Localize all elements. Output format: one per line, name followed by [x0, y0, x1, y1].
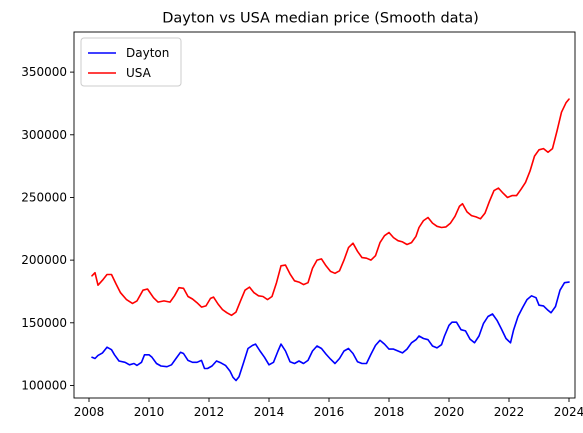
- series-line-usa: [91, 98, 570, 317]
- x-tick-label: 2018: [374, 405, 405, 419]
- x-tick-label: 2020: [434, 405, 465, 419]
- plot-lines: [91, 98, 570, 382]
- x-tick-label: 2016: [314, 405, 345, 419]
- axes: 2008 2010 2012 2014 2016 2018 2020 2022 2024 1000…: [21, 31, 583, 419]
- x-tick-label: 2022: [494, 405, 525, 419]
- y-tick-label: 200000: [21, 253, 67, 267]
- y-tick-label: 150000: [21, 316, 67, 330]
- y-tick-label: 250000: [21, 190, 67, 204]
- legend-label-dayton: Dayton: [126, 46, 169, 60]
- legend: Dayton USA: [80, 37, 182, 87]
- x-tick-label: 2024: [554, 405, 583, 419]
- x-tick-label: 2008: [74, 405, 105, 419]
- x-tick-label: 2010: [134, 405, 165, 419]
- series-line-dayton: [91, 281, 570, 382]
- x-tick-label: 2012: [194, 405, 225, 419]
- chart-title: Dayton vs USA median price (Smooth data): [162, 11, 479, 27]
- axes-frame: [73, 31, 576, 399]
- y-tick-label: 350000: [21, 65, 67, 79]
- legend-box: [80, 37, 182, 87]
- y-tick-label: 300000: [21, 128, 67, 142]
- y-tick-label: 100000: [21, 378, 67, 392]
- legend-label-usa: USA: [126, 66, 152, 80]
- x-tick-label: 2014: [254, 405, 285, 419]
